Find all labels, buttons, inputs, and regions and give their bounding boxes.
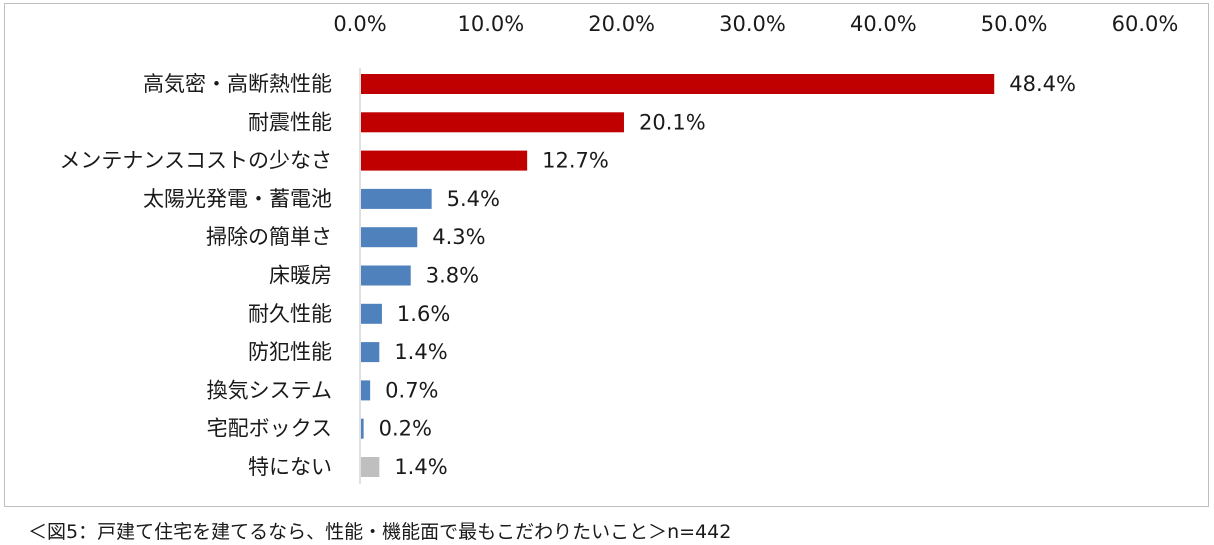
- data-label: 0.2%: [379, 417, 432, 441]
- data-label: 3.8%: [426, 264, 479, 288]
- data-label: 5.4%: [447, 187, 500, 211]
- category-label: 換気システム: [207, 378, 332, 402]
- bar: [361, 74, 995, 94]
- x-tick-label: 0.0%: [333, 12, 386, 36]
- data-label: 12.7%: [542, 149, 609, 173]
- category-label: 耐久性能: [248, 302, 332, 326]
- bar: [361, 303, 382, 324]
- bar: [361, 380, 371, 401]
- data-label: 0.7%: [385, 378, 438, 402]
- category-label: 床暖房: [269, 264, 332, 288]
- bar-chart: 0.0% 10.0% 20.0% 30.0% 40.0% 50.0% 60.0% 高気密・高…: [59, 12, 1178, 484]
- x-tick-label: 10.0%: [457, 12, 524, 36]
- bar: [361, 112, 624, 133]
- category-label: メンテナンスコストの少なさ: [59, 149, 332, 173]
- category-label: 防犯性能: [248, 340, 332, 364]
- bar: [361, 188, 432, 209]
- x-tick-label: 20.0%: [588, 12, 655, 36]
- category-label: 高気密・高断熱性能: [143, 72, 332, 96]
- data-label: 1.4%: [394, 340, 447, 364]
- bar: [361, 265, 411, 286]
- x-tick-label: 40.0%: [850, 12, 917, 36]
- bar: [361, 227, 418, 248]
- data-label: 20.1%: [639, 110, 706, 134]
- x-tick-label: 60.0%: [1112, 12, 1179, 36]
- data-labels: 48.4% 20.1% 12.7% 5.4% 4.3% 3.8% 1.6% 1.4% 0.7% 0…: [379, 72, 1076, 479]
- figure-caption: ＜図5：戸建て住宅を建てるなら、性能・機能面で最もこだわりたいこと＞n=442: [28, 521, 732, 543]
- data-label: 1.6%: [397, 302, 450, 326]
- category-label: 特にない: [248, 455, 332, 479]
- bar: [361, 150, 528, 171]
- bar: [361, 457, 380, 477]
- x-tick-label: 30.0%: [719, 12, 786, 36]
- data-label: 48.4%: [1009, 72, 1076, 96]
- category-label: 宅配ボックス: [207, 417, 332, 441]
- category-label: 耐震性能: [248, 110, 332, 134]
- data-label: 1.4%: [394, 455, 447, 479]
- category-label: 太陽光発電・蓄電池: [143, 187, 332, 211]
- x-axis-ticks: 0.0% 10.0% 20.0% 30.0% 40.0% 50.0% 60.0%: [333, 12, 1178, 36]
- x-tick-label: 50.0%: [981, 12, 1048, 36]
- bar: [361, 342, 380, 363]
- bars: [361, 74, 995, 477]
- bar: [361, 418, 364, 439]
- category-label: 掃除の簡単さ: [206, 225, 332, 249]
- category-labels: 高気密・高断熱性能耐震性能メンテナンスコストの少なさ太陽光発電・蓄電池掃除の簡単…: [59, 72, 332, 479]
- data-label: 4.3%: [432, 225, 485, 249]
